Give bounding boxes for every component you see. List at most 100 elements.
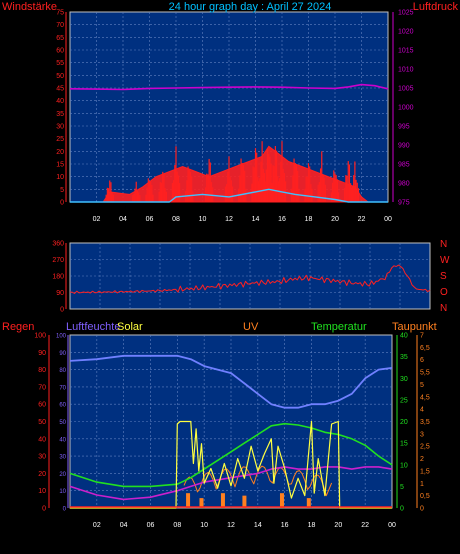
dewpoint-line: [69, 466, 393, 501]
uv-tick-label: 5: [420, 382, 424, 389]
rain-tick-label: 10: [38, 488, 46, 495]
pressure-tick-label: 1005: [398, 86, 414, 93]
rain-tick-label: 20: [38, 471, 46, 478]
temperature-tick-label: 15: [400, 441, 408, 448]
wind-tick-label: 5: [60, 187, 64, 194]
temperature-tick-label: 10: [400, 462, 408, 469]
direction-tick-label: 360: [52, 241, 64, 248]
humidity-tick-label: 0: [63, 507, 67, 513]
pressure-axis-title: Luftdruck: [413, 1, 459, 13]
temperature-tick-label: 35: [400, 354, 408, 361]
rain-tick-label: 40: [38, 436, 46, 443]
rain-tick-label: 60: [38, 402, 46, 409]
pressure-line: [69, 83, 389, 91]
wind-tick-label: 60: [56, 48, 64, 55]
temperature-tick-label: 25: [400, 397, 408, 404]
pressure-tick-label: 985: [398, 162, 410, 169]
uv-bar: [186, 493, 191, 508]
wind-axis-title: Windstärke: [2, 1, 57, 13]
x-tick-label: 22: [361, 522, 369, 529]
wind-tick-label: 0: [60, 200, 64, 207]
temperature-axis-title: Temperatur: [311, 321, 367, 333]
humidity-tick-label: 70: [59, 385, 66, 391]
x-tick-label: 18: [305, 216, 313, 223]
rain-tick-label: 80: [38, 367, 46, 374]
pressure-tick-label: 990: [398, 143, 410, 150]
x-tick-label: 04: [119, 216, 127, 223]
uv-tick-label: 6: [420, 357, 424, 364]
wind-average-area: [70, 145, 388, 203]
x-tick-label: 16: [281, 522, 289, 529]
wind-tick-label: 15: [56, 162, 64, 169]
rain-tick-label: 50: [38, 419, 46, 426]
rain-tick-label: 30: [38, 454, 46, 461]
solar-axis-title: Solar: [117, 321, 143, 333]
uv-tick-label: 0: [420, 506, 424, 513]
wind-tick-label: 20: [56, 149, 64, 156]
compass-label: N: [440, 239, 447, 250]
uv-tick-label: 3: [420, 431, 424, 438]
wind-tick-label: 50: [56, 73, 64, 80]
compass-label: W: [440, 255, 450, 266]
pressure-tick-label: 1015: [398, 48, 414, 55]
wind-tick-label: 65: [56, 35, 64, 42]
wind-low-line: [70, 188, 388, 203]
uv-tick-label: 7: [420, 333, 424, 340]
uv-bar: [279, 493, 284, 508]
uv-tick-label: 1: [420, 481, 424, 488]
temperature-tick-label: 30: [400, 376, 408, 383]
pressure-tick-label: 1020: [398, 29, 414, 36]
rain-tick-label: 70: [38, 384, 46, 391]
humidity-tick-label: 60: [59, 403, 66, 409]
x-tick-label: 16: [278, 216, 286, 223]
humidity-tick-label: 100: [56, 334, 67, 340]
wind-direction-line: [69, 264, 431, 294]
uv-bar: [242, 495, 247, 508]
temperature-tick-label: 40: [400, 333, 408, 340]
pressure-tick-label: 1025: [398, 10, 414, 17]
humidity-tick-label: 80: [59, 368, 66, 374]
direction-tick-label: 270: [52, 257, 64, 264]
temperature-tick-label: 5: [400, 484, 404, 491]
x-tick-label: 00: [388, 522, 396, 529]
temperature-tick-label: 20: [400, 419, 408, 426]
uv-bar: [306, 498, 311, 508]
dewpoint-axis-title: Taupunkt: [392, 321, 437, 333]
uv-tick-label: 4: [420, 407, 424, 414]
uv-tick-label: 0,5: [420, 493, 430, 500]
x-tick-label: 08: [173, 522, 181, 529]
humidity-tick-label: 50: [59, 420, 66, 426]
uv-bar: [199, 498, 204, 508]
wind-tick-label: 10: [56, 174, 64, 181]
temperature-tick-label: 0: [400, 506, 404, 513]
humidity-tick-label: 20: [59, 472, 66, 478]
x-tick-label: 12: [225, 216, 233, 223]
wind-tick-label: 75: [56, 10, 64, 17]
wind-tick-label: 70: [56, 22, 64, 29]
pressure-tick-label: 1010: [398, 67, 414, 74]
humidity-tick-label: 40: [59, 437, 66, 443]
direction-tick-label: 90: [56, 290, 64, 297]
rain-axis-title: Regen: [2, 321, 34, 333]
compass-label: N: [440, 303, 447, 314]
x-tick-label: 02: [93, 216, 101, 223]
wind-tick-label: 35: [56, 111, 64, 118]
direction-tick-label: 0: [60, 307, 64, 314]
x-tick-label: 14: [254, 522, 262, 529]
humidity-tick-label: 90: [59, 351, 66, 357]
uv-tick-label: 2: [420, 456, 424, 463]
pressure-tick-label: 980: [398, 181, 410, 188]
x-tick-label: 00: [384, 216, 392, 223]
humidity-tick-label: 10: [59, 489, 66, 495]
wind-tick-label: 45: [56, 86, 64, 93]
uv-tick-label: 1,5: [420, 468, 430, 475]
humidity-axis-title: Luftfeuchte: [66, 321, 120, 333]
wind-tick-label: 25: [56, 136, 64, 143]
x-tick-label: 06: [146, 216, 154, 223]
wind-tick-label: 55: [56, 60, 64, 67]
x-tick-label: 12: [227, 522, 235, 529]
solar-line: [70, 420, 392, 509]
rain-tick-label: 90: [38, 350, 46, 357]
uv-axis-title: UV: [243, 321, 259, 333]
